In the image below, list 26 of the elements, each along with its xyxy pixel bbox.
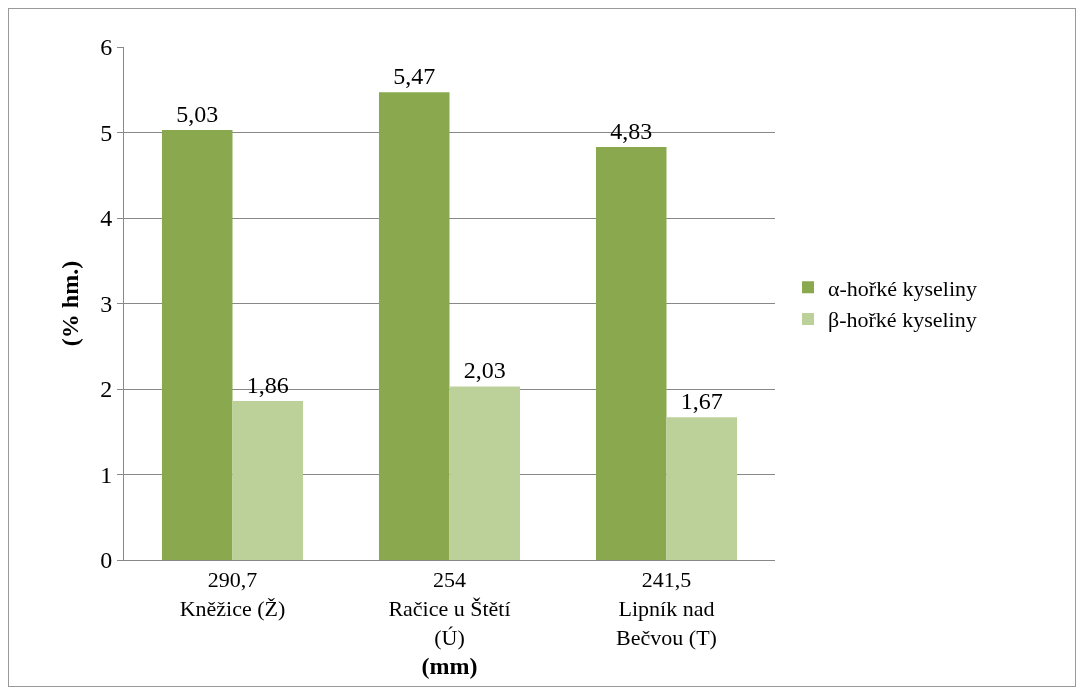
data-label: 1,67	[680, 388, 723, 415]
y-tick-label: 6	[100, 34, 113, 61]
y-axis-title: (% hm.)	[57, 260, 84, 347]
y-tick-label: 1	[100, 461, 113, 488]
y-tick-label: 5	[100, 119, 113, 146]
legend-label: β-hořké kyseliny	[828, 307, 977, 333]
y-tick-label: 3	[100, 290, 113, 317]
data-label: 5,47	[393, 63, 436, 90]
bar	[449, 386, 521, 560]
bar	[378, 92, 450, 560]
data-label: 1,86	[246, 371, 289, 398]
data-label: 5,03	[176, 100, 219, 127]
y-tick-label: 4	[100, 205, 113, 232]
data-label: 4,83	[610, 118, 653, 145]
legend-label: α-hořké kyseliny	[828, 275, 978, 301]
x-tick-label: 254 Račice u Štětí (Ú)	[388, 567, 511, 650]
bar	[595, 147, 667, 560]
x-tick-label: 290,7 Kněžice (Ž)	[179, 567, 286, 621]
x-axis-title: (mm)	[421, 652, 478, 679]
y-tick-label: 2	[100, 376, 113, 403]
bar	[232, 400, 304, 560]
bar	[666, 417, 738, 560]
y-tick-label: 0	[100, 547, 113, 574]
data-label: 2,03	[463, 357, 506, 384]
x-tick-label: 241,5 Lipník nad Bečvou (T)	[616, 567, 717, 650]
bar	[161, 129, 233, 560]
